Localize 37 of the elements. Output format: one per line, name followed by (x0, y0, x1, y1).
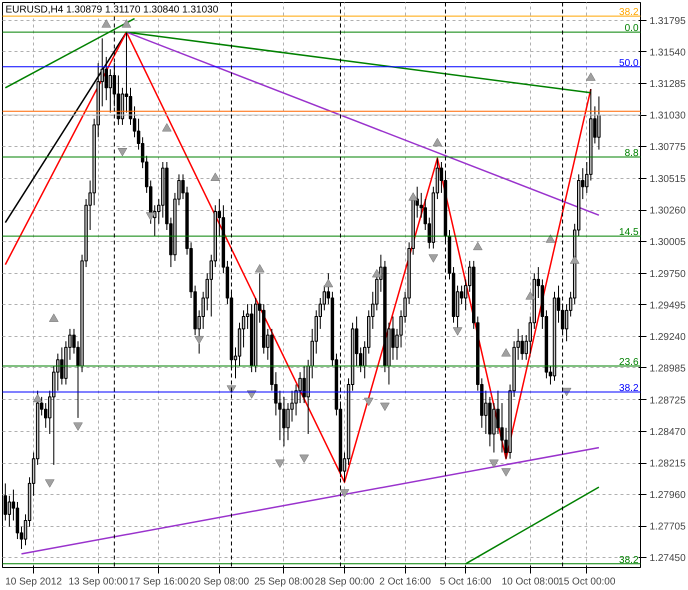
y-tick-label: 1.29750 (650, 268, 686, 280)
y-tick-label: 1.28725 (650, 395, 686, 406)
x-tick-label: 25 Sep 08:00 (254, 576, 314, 588)
x-tick-label: 10 Sep 2012 (5, 576, 62, 588)
annotation: 50.0 (619, 58, 639, 69)
y-tick-label: 1.29240 (650, 332, 686, 343)
x-tick-label: 28 Sep 00:00 (314, 576, 375, 588)
y-tick-label: 1.31030 (650, 110, 686, 122)
annotation: 38.2 (619, 382, 639, 394)
y-tick-label: 1.27705 (650, 522, 686, 533)
y-tick-label: 1.28215 (650, 458, 686, 470)
x-tick-label: 2 Oct 16:00 (379, 576, 432, 588)
y-tick-label: 1.30775 (650, 142, 686, 154)
y-tick-label: 1.27450 (650, 553, 686, 564)
x-tick-label: 10 Oct 08:00 (502, 576, 560, 588)
y-tick-label: 1.29495 (650, 300, 686, 312)
annotation: 38.2 (619, 554, 639, 566)
y-tick-label: 1.30515 (650, 174, 686, 186)
y-tick-label: 1.31795 (650, 16, 686, 27)
y-tick-label: 1.28470 (650, 427, 686, 438)
y-tick-label: 1.27960 (650, 490, 686, 502)
x-tick-label: 17 Sep 16:00 (129, 576, 189, 588)
annotation: 38.2 (619, 7, 639, 18)
y-tick-label: 1.30005 (650, 237, 686, 248)
x-tick-label: 5 Oct 16:00 (440, 576, 492, 588)
y-tick-label: 1.31285 (650, 78, 686, 90)
y-tick-label: 1.31540 (650, 47, 686, 58)
x-tick-label: 15 Oct 00:00 (558, 576, 616, 588)
chart-title: EURUSD,H4 1.30879 1.31170 1.30840 1.31030 (6, 4, 219, 16)
annotation: 0.0 (624, 23, 639, 34)
y-tick-label: 1.28985 (650, 363, 686, 374)
x-tick-label: 20 Sep 08:00 (190, 576, 250, 588)
x-tick-label: 13 Sep 00:00 (68, 576, 128, 588)
annotation: 14.5 (619, 227, 639, 238)
annotation: 23.6 (619, 356, 639, 368)
y-tick-label: 1.30260 (650, 206, 686, 217)
annotation: 8.8 (624, 148, 639, 160)
